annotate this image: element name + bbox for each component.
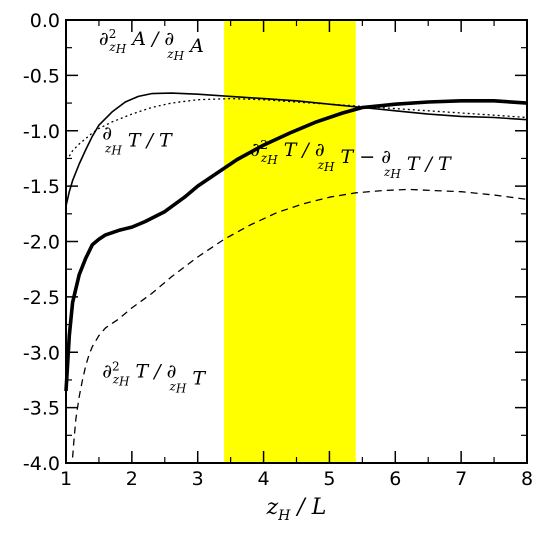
x-axis-title: zH / L	[266, 495, 327, 524]
y-tick-label: -1.0	[23, 121, 60, 143]
x-tick-label: 7	[455, 468, 467, 490]
y-tick-label: -3.0	[23, 342, 60, 364]
y-tick-label: -0.5	[23, 65, 60, 87]
x-tick-label: 1	[60, 468, 72, 490]
annotation-a1: ∂2 zH A / ∂ zH A	[99, 27, 204, 63]
ticks-layer	[65, 19, 528, 464]
y-tick-label: 0.0	[30, 10, 60, 32]
tick-labels-layer: 1 2 3 4 5 6 7 8 0.0 -0.5 -1.0 -1.5 -2.0 -2.5 -3.0 -3.5 -…	[23, 10, 533, 490]
annotation-a3: ∂2 zH T / ∂ zH T − ∂ zH T / T	[250, 138, 452, 181]
y-tick-label: -2.0	[23, 232, 60, 254]
x-tick-label: 6	[389, 468, 401, 490]
x-tick-label: 4	[258, 468, 270, 490]
x-tick-label: 2	[126, 468, 138, 490]
axis-title-layer: zH / L	[266, 495, 327, 524]
annotation-a4: ∂2 zH T / ∂ zH T	[102, 359, 206, 395]
y-tick-label: -3.5	[23, 398, 60, 420]
series-line-s_thin	[65, 92, 528, 207]
highlight-band	[224, 20, 356, 463]
series-layer	[64, 92, 528, 458]
annotations-layer: ∂2 zH A / ∂ zH A ∂ zH T / T ∂2 zH T / ∂ zH T − …	[99, 27, 452, 395]
x-tick-label: 3	[192, 468, 204, 490]
highlight-band-layer	[224, 20, 356, 463]
series-line-s_dashed	[71, 188, 528, 458]
y-tick-label: -2.5	[23, 287, 60, 309]
series-line-s_thick	[64, 99, 528, 392]
y-tick-label: -1.5	[23, 176, 60, 198]
x-tick-label: 8	[521, 468, 533, 490]
x-tick-label: 5	[323, 468, 335, 490]
y-tick-label: -4.0	[23, 453, 60, 475]
annotation-a2: ∂ zH T / T	[102, 122, 173, 157]
